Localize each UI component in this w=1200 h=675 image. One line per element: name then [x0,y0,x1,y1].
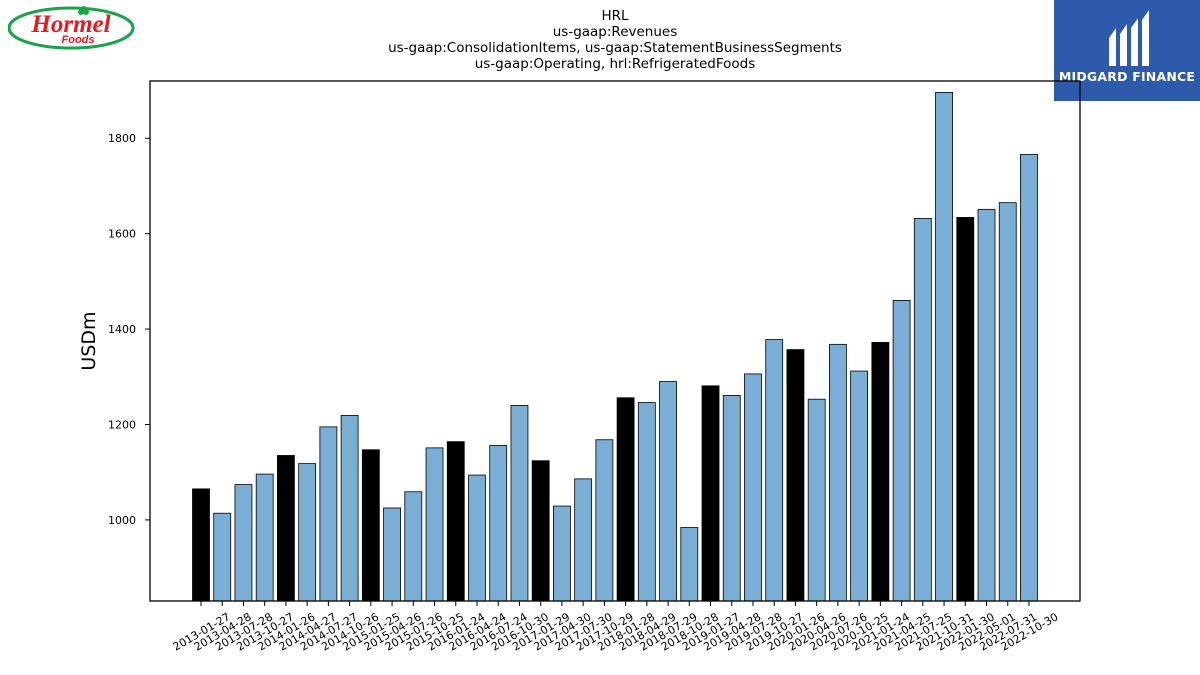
bar-2022-07-31 [998,202,1017,602]
y-axis-ticks: 1000 1200 1400 1600 1800 [108,132,150,527]
bar-2020-07-26 [829,343,847,602]
bar-2014-04-27 [298,463,317,602]
bar-2017-04-30 [553,505,571,602]
bar-2022-10-30 [1020,154,1038,602]
bar-2016-04-24 [468,474,486,602]
y-tick-label: 1400 [108,323,136,336]
bar-2015-01-25 [361,449,380,602]
bar-2013-10-27 [255,473,274,602]
midgard-finance-name: MIDGARD FINANCE [1058,69,1196,84]
bar-2022-01-30 [956,217,975,602]
logo-wordmark: Hormel [30,11,110,38]
bar-2018-04-29 [637,402,656,602]
bar-2017-01-29 [531,460,550,602]
bar-2014-10-26 [340,415,359,602]
bar-2016-01-24 [446,441,465,602]
bar-2021-04-25 [892,300,911,602]
title-line-2: us-gaap:Revenues [553,24,678,40]
bar-2013-01-27 [192,488,210,602]
bar-2019-04-28 [722,394,741,602]
logo-subtext: Foods [62,34,95,46]
bar-2015-07-26 [404,491,423,602]
y-tick-label: 1000 [108,514,136,527]
clover-icon [78,6,89,15]
x-axis-ticks: 2013-01-272013-04-282013-07-282013-10-27… [171,601,1060,654]
bar-2018-01-28 [616,397,635,602]
bar-2022-05-01 [977,208,996,602]
bar-2017-07-30 [574,478,593,602]
y-tick-label: 1200 [108,418,136,431]
chart-title: HRLus-gaap:Revenuesus-gaap:Consolidation… [388,8,842,72]
title-line-3: us-gaap:ConsolidationItems, us-gaap:Stat… [388,40,842,56]
bar-2020-01-26 [786,349,805,602]
midgard-emblem-icon [1109,10,1149,66]
bar-2021-10-31 [935,92,953,602]
midgard-finance-logo: MIDGARD FINANCE [1054,0,1200,101]
bar-2019-01-27 [701,385,720,602]
bar-2021-07-25 [913,217,932,602]
bar-2021-01-24 [871,342,890,602]
bar-2013-04-28 [213,512,232,602]
bar-2018-07-29 [659,381,677,602]
hormel-foods-logo: Hormel Foods [8,6,135,50]
bar-2019-07-28 [744,373,762,602]
bar-2015-10-25 [425,447,444,602]
bar-2020-04-26 [807,398,826,602]
bar-2019-10-27 [765,339,784,602]
title-line-1: HRL [601,8,629,24]
y-tick-label: 1800 [108,132,136,145]
bar-2016-07-24 [489,445,508,602]
bar-2020-10-25 [850,370,869,602]
plot-frame [149,80,1081,602]
logo-oval [8,6,135,50]
bars [192,92,1038,602]
y-axis-label: USDm [78,311,100,370]
bar-2017-10-29 [595,439,614,602]
bar-2014-01-26 [277,455,295,602]
title-line-4: us-gaap:Operating, hrl:RefrigeratedFoods [475,56,756,72]
bar-2016-10-30 [510,405,529,602]
bar-2015-04-26 [383,507,401,602]
y-tick-label: 1600 [108,228,136,241]
bar-2014-07-27 [319,426,338,602]
bar-2013-07-28 [234,484,253,602]
bar-2018-10-28 [680,527,699,602]
